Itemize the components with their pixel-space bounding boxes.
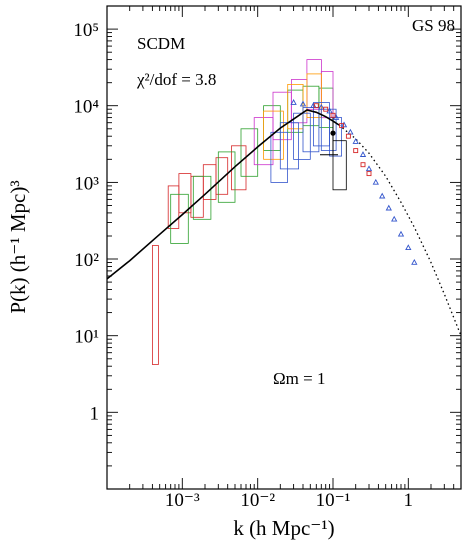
y-axis-label: P(k) (h⁻¹ Mpc)³: [6, 180, 30, 313]
triangle-marker: [385, 204, 392, 211]
square-marker: [330, 112, 336, 118]
triangle-marker: [379, 192, 386, 199]
square-marker: [366, 171, 372, 177]
error-box: [293, 112, 311, 160]
error-box: [306, 73, 322, 119]
square-marker: [323, 106, 329, 112]
error-box: [287, 89, 304, 133]
square-marker: [353, 148, 359, 154]
y-tick-label: 10⁵: [73, 20, 99, 41]
error-box: [287, 84, 304, 130]
y-tick-label: 1: [90, 403, 100, 424]
y-tick-label: 10⁴: [73, 97, 99, 118]
triangle-marker: [290, 99, 297, 105]
error-box: [332, 140, 347, 191]
triangle-marker: [326, 107, 333, 114]
triangle-marker: [411, 258, 418, 265]
plot-content: [107, 59, 461, 365]
triangle-marker: [405, 244, 412, 251]
error-box: [217, 151, 236, 203]
x-axis-label: k (h Mpc⁻¹): [233, 516, 334, 540]
y-tick-label: 10¹: [74, 327, 99, 348]
triangle-marker: [347, 128, 354, 135]
axes: 10⁻³ 10⁻² 10⁻¹ 1 1 10¹ 10² 10³ 10⁴ 10⁵: [73, 5, 462, 511]
square-marker: [360, 162, 366, 168]
triangle-marker: [299, 100, 307, 107]
error-box: [170, 193, 189, 244]
annotation-corner: GS 98: [412, 16, 455, 35]
error-box: [151, 245, 159, 365]
error-box: [178, 173, 192, 214]
triangle-marker: [318, 103, 325, 110]
error-box: [231, 145, 247, 191]
error-box: [270, 131, 288, 183]
error-box: [320, 108, 337, 151]
y-tick-label: 10³: [74, 173, 99, 194]
triangle-marker: [352, 138, 359, 144]
triangle-marker: [365, 165, 373, 172]
error-box: [302, 107, 320, 153]
annotation-model: SCDM: [137, 34, 185, 53]
error-box: [215, 157, 229, 195]
annotation-chi2: χ²/dof = 3.8: [136, 70, 216, 89]
model-curve: [107, 109, 340, 280]
triangle-marker: [372, 178, 379, 185]
y-tick-label: 10²: [74, 250, 99, 271]
plot-frame: [106, 5, 462, 490]
error-box: [263, 105, 281, 151]
error-box: [240, 128, 259, 177]
triangle-marker: [391, 215, 398, 222]
data-point: [330, 130, 336, 136]
model-curve-dotted: [338, 124, 461, 336]
x-tick-label: 10⁻¹: [316, 490, 351, 511]
error-box: [329, 117, 343, 157]
square-marker: [345, 133, 351, 139]
error-box: [263, 110, 284, 160]
square-marker: [339, 123, 345, 129]
x-tick-label: 10⁻²: [240, 490, 275, 511]
square-marker: [313, 103, 319, 109]
triangle-marker: [359, 151, 367, 157]
annotation-omega: Ωm = 1: [273, 369, 325, 388]
error-box: [192, 175, 212, 220]
x-tick-label: 10⁻³: [165, 490, 200, 511]
x-tick-label: 1: [404, 490, 414, 511]
triangle-marker: [397, 230, 405, 237]
